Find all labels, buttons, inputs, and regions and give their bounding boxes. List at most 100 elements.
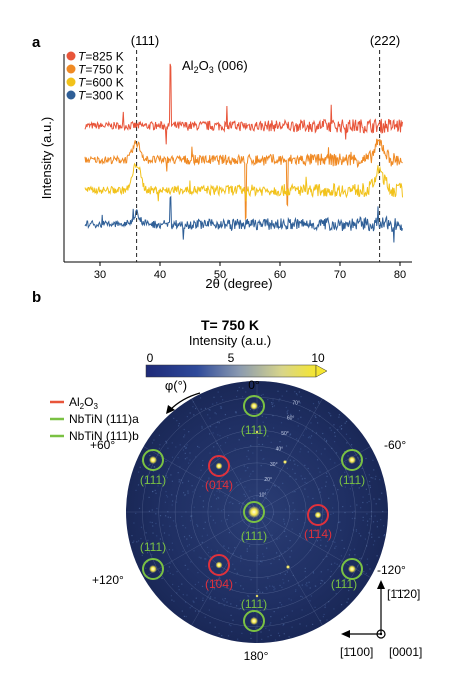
svg-text:T=600 K: T=600 K bbox=[78, 76, 124, 90]
angle-180: 180° bbox=[244, 649, 269, 663]
nbtin-111-marker bbox=[341, 449, 363, 471]
diffraction-spot bbox=[215, 462, 223, 470]
panel-b-label: b bbox=[32, 289, 41, 306]
angle-plus-60: +60° bbox=[90, 438, 115, 452]
grid-spoke bbox=[191, 511, 258, 626]
angle-0: 0° bbox=[248, 378, 260, 392]
grid-circle bbox=[223, 479, 290, 546]
nbtin-111-marker bbox=[243, 501, 265, 523]
reference-lines bbox=[136, 50, 381, 262]
legend-item-750: T=750 K bbox=[66, 63, 124, 77]
pole-figure-markers: (111) (111) (111) (111) (111) (111) (111) (01̄4… bbox=[140, 395, 365, 632]
arrow-up-head-icon bbox=[377, 580, 385, 589]
phi-label: φ(°) bbox=[165, 378, 187, 393]
al2o3-label: (1̄04) bbox=[205, 577, 233, 591]
spectrum-series bbox=[84, 138, 403, 221]
al2o3-label: (01̄4) bbox=[205, 478, 233, 492]
peak-label-222: (222) bbox=[370, 33, 400, 48]
x-axis-label: 2θ (degree) bbox=[205, 276, 272, 291]
spectrum-series bbox=[84, 162, 403, 202]
direction-left-label: [1̄100] bbox=[340, 645, 373, 659]
colorbar-tick-5: 5 bbox=[228, 351, 235, 365]
diffraction-spot bbox=[283, 460, 287, 464]
y-axis-label: Intensity (a.u.) bbox=[39, 117, 54, 199]
nbtin-111-marker bbox=[243, 610, 265, 632]
direction-out-label: [0001] bbox=[389, 645, 422, 659]
panel-a-axes bbox=[63, 54, 412, 263]
diffraction-spot bbox=[255, 594, 259, 598]
al2o3-label: (1̄14) bbox=[304, 527, 332, 541]
diffraction-spot bbox=[255, 430, 259, 434]
nbtin-111-label: (111) bbox=[241, 597, 267, 611]
grid-circle bbox=[174, 429, 340, 595]
nbtin-111-label: (111) bbox=[241, 423, 267, 437]
colorbar-tick-10: 10 bbox=[311, 351, 325, 365]
nbtin-111-label: (111) bbox=[331, 577, 357, 591]
nbtin-111-marker bbox=[142, 558, 164, 580]
nbtin-111-label: (111) bbox=[339, 473, 365, 487]
panel-b-title: T= 750 K bbox=[201, 317, 259, 333]
legend-item-825: T=825 K bbox=[66, 50, 124, 64]
legend-marker-600 bbox=[66, 77, 76, 87]
radial-tick-label: 30° bbox=[270, 462, 278, 468]
al2o3-marker bbox=[307, 504, 329, 526]
grid-circle bbox=[240, 495, 274, 529]
legend-marker-825 bbox=[66, 51, 76, 61]
direction-indicator: [1̄1̄20] [1̄100] [0001] bbox=[340, 580, 422, 659]
x-tick-label: 30 bbox=[94, 269, 106, 281]
diffraction-spot bbox=[250, 617, 258, 625]
pole-figure-noise bbox=[131, 386, 386, 641]
arrow-left-head-icon bbox=[341, 630, 350, 638]
grid-circle bbox=[158, 413, 356, 611]
pole-figure-spots bbox=[149, 402, 356, 625]
colorbar-tick-0: 0 bbox=[147, 351, 154, 365]
x-tick-label: 80 bbox=[394, 269, 406, 281]
diffraction-spot bbox=[348, 456, 356, 464]
panel-a-legend: T=825 K T=750 K T=600 K T=300 K bbox=[66, 50, 124, 103]
svg-text:T=750 K: T=750 K bbox=[78, 63, 124, 77]
diffraction-spot bbox=[314, 511, 322, 519]
legend-item-300: T=300 K bbox=[66, 89, 124, 103]
spectrum-series bbox=[84, 195, 403, 243]
nbtin-111-marker bbox=[341, 558, 363, 580]
al2o3-marker bbox=[208, 455, 230, 477]
diffraction-spot bbox=[215, 561, 223, 569]
radial-tick-label: 60° bbox=[287, 416, 295, 422]
x-axis-ticks: 30 40 50 60 70 80 bbox=[94, 262, 406, 281]
nbtin-111-label: (111) bbox=[241, 529, 267, 543]
colorbar: 0 5 10 bbox=[145, 351, 328, 378]
svg-text:NbTiN (111)b: NbTiN (111)b bbox=[69, 429, 139, 443]
svg-text:Al2O3: Al2O3 bbox=[69, 395, 98, 411]
legend-item-nbtin-a: NbTiN (111)a bbox=[50, 412, 139, 426]
diffraction-spot bbox=[149, 565, 157, 573]
radial-tick-label: 10° bbox=[259, 493, 267, 499]
radial-tick-label: 50° bbox=[281, 431, 289, 437]
nbtin-111-marker bbox=[243, 395, 265, 417]
radial-tick-label: 40° bbox=[276, 447, 284, 453]
pole-figure-radial-ticks: 70° 60° 50° 40° 30° 20° 10° bbox=[259, 400, 300, 498]
nbtin-111-label: (111) bbox=[140, 540, 166, 554]
colorbar-label: Intensity (a.u.) bbox=[189, 333, 271, 348]
svg-text:T=825 K: T=825 K bbox=[78, 50, 124, 64]
grid-spoke bbox=[256, 398, 323, 513]
direction-up-label: [1̄1̄20] bbox=[387, 587, 420, 601]
panel-a-label: a bbox=[32, 34, 41, 51]
grid-spoke bbox=[191, 398, 258, 513]
peak-label-111: (111) bbox=[131, 33, 159, 48]
diffraction-spot bbox=[286, 565, 290, 569]
panel-b-legend: Al2O3 NbTiN (111)a NbTiN (111)b bbox=[50, 395, 139, 443]
peak-label-al2o3: Al2O3 (006) bbox=[182, 58, 248, 75]
grid-circle bbox=[191, 446, 323, 578]
grid-circle bbox=[207, 462, 307, 562]
radial-tick-label: 70° bbox=[292, 400, 300, 406]
grid-spoke bbox=[256, 511, 323, 626]
x-tick-label: 70 bbox=[334, 269, 346, 281]
x-tick-label: 60 bbox=[274, 269, 286, 281]
x-tick-label: 40 bbox=[154, 269, 166, 281]
legend-item-nbtin-b: NbTiN (111)b bbox=[50, 429, 139, 443]
legend-item-600: T=600 K bbox=[66, 76, 124, 90]
svg-text:T=300 K: T=300 K bbox=[78, 89, 124, 103]
legend-marker-300 bbox=[66, 90, 76, 100]
angle-minus-120: -120° bbox=[377, 563, 406, 577]
